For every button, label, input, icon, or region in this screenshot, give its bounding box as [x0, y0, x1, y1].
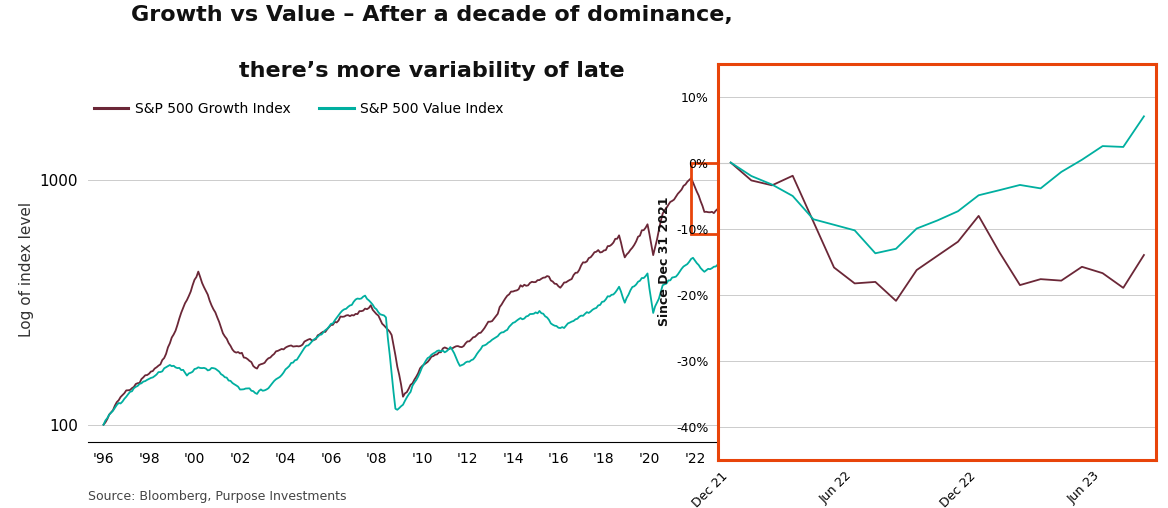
Text: Source: Bloomberg, Purpose Investments: Source: Bloomberg, Purpose Investments: [88, 490, 346, 503]
Y-axis label: Log of index level: Log of index level: [19, 202, 34, 337]
Y-axis label: Since Dec 31 2021: Since Dec 31 2021: [658, 197, 670, 326]
Text: Growth vs Value – After a decade of dominance,: Growth vs Value – After a decade of domi…: [131, 5, 734, 25]
Legend: S&P 500 Growth Index, S&P 500 Value Index: S&P 500 Growth Index, S&P 500 Value Inde…: [88, 97, 509, 122]
Text: there’s more variability of late: there’s more variability of late: [239, 61, 625, 81]
Bar: [691, 163, 729, 235]
